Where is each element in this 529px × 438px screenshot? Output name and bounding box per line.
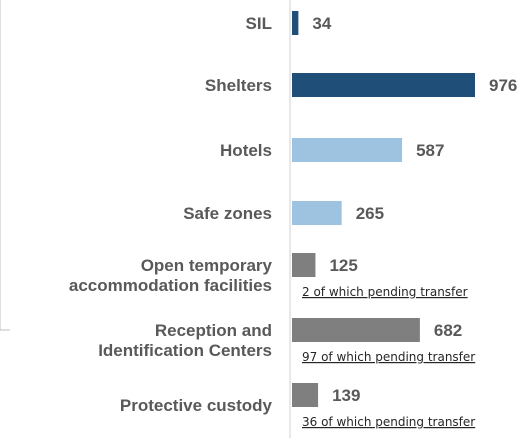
bar-protective-custody (292, 383, 319, 407)
category-label-safe-zones: Safe zones (183, 204, 272, 223)
value-label-sil: 34 (312, 14, 331, 33)
bar-hotels (292, 138, 403, 162)
category-label-open-temporary-accommodation-facilities: Open temporary accommodation facilities (69, 256, 273, 295)
category-label-shelters: Shelters (205, 76, 272, 95)
value-label-reception-and-identification-centers: 682 (434, 321, 462, 340)
bar-open-temporary-accommodation-facilities (292, 253, 316, 277)
bar-reception-and-identification-centers (292, 318, 420, 342)
note-label-reception-and-identification-centers: 97 of which pending transfer (302, 350, 475, 364)
bar-safe-zones (292, 201, 342, 225)
category-label-sil: SIL (246, 14, 272, 33)
value-label-hotels: 587 (416, 141, 444, 160)
note-label-open-temporary-accommodation-facilities: 2 of which pending transfer (302, 285, 468, 299)
category-label-protective-custody: Protective custody (120, 396, 273, 415)
value-label-open-temporary-accommodation-facilities: 125 (329, 256, 357, 275)
value-label-shelters: 976 (489, 76, 517, 95)
bar-sil (292, 11, 299, 35)
note-label-protective-custody: 36 of which pending transfer (302, 415, 475, 429)
category-label-reception-and-identification-centers: Reception and Identification Centers (98, 321, 272, 360)
bar-shelters (292, 73, 475, 97)
value-label-protective-custody: 139 (332, 386, 360, 405)
plot-area: SIL 34 Shelters 976 Hotels 587 Safe zones 265 Op… (69, 11, 517, 429)
chart-frame (0, 0, 10, 331)
category-label-hotels: Hotels (220, 141, 272, 160)
value-label-safe-zones: 265 (356, 204, 384, 223)
